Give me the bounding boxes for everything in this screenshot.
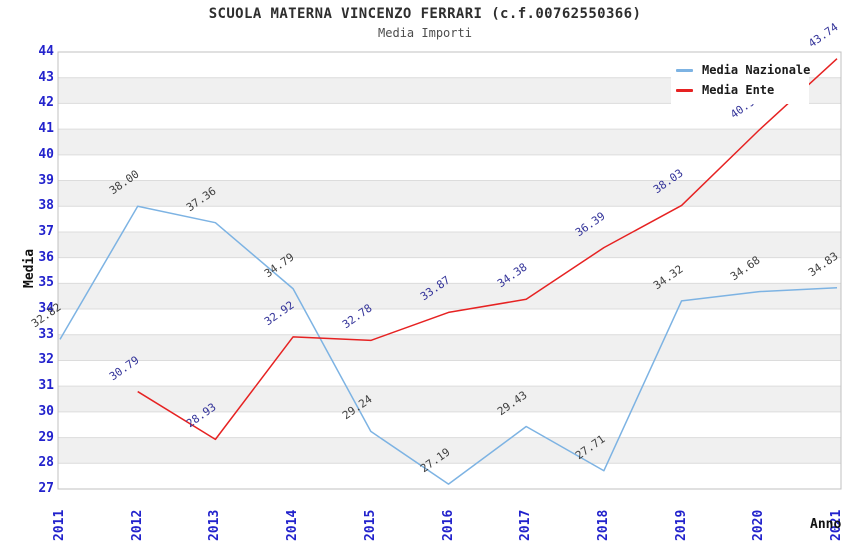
legend-label-media-ente: Media Ente	[702, 83, 775, 97]
grid-band	[58, 334, 841, 361]
x-tick-label: 2014	[285, 509, 301, 541]
x-tick-label: 2016	[440, 509, 456, 541]
y-tick-label: 27	[38, 481, 54, 496]
y-tick-label: 44	[38, 44, 54, 59]
grid-band	[58, 437, 841, 464]
y-tick-label: 28	[38, 455, 54, 471]
grid-band	[58, 129, 841, 155]
x-tick-label: 2011	[52, 509, 67, 541]
y-tick-label: 42	[38, 95, 54, 111]
plot-border	[57, 51, 842, 490]
x-tick-label: 2015	[362, 509, 378, 541]
y-tick-label: 29	[38, 429, 54, 445]
x-tick-label: 2020	[751, 509, 767, 541]
y-tick-label: 38	[38, 198, 54, 214]
y-tick-label: 32	[38, 352, 54, 368]
y-tick-label: 43	[38, 69, 54, 85]
y-tick-label: 31	[38, 378, 54, 394]
y-tick-label: 39	[38, 172, 54, 188]
legend-label-media-nazionale: Media Nazionale	[702, 63, 811, 77]
series-line-0	[59, 205, 838, 485]
y-tick-label: 40	[38, 146, 54, 162]
y-axis-title: Media	[22, 248, 37, 288]
grid-band	[58, 231, 841, 258]
grid-band	[58, 386, 841, 412]
chart-title: SCUOLA MATERNA VINCENZO FERRARI (c.f.007…	[208, 6, 642, 22]
x-axis-title: Anno	[810, 517, 842, 532]
x-tick-label: 2018	[595, 509, 611, 541]
grid-band	[58, 283, 841, 310]
x-tick-label: 2012	[129, 509, 145, 541]
legend-swatch-media-ente-icon	[676, 88, 693, 92]
y-tick-label: 34	[38, 301, 54, 317]
legend-item-media-ente: Media Ente	[676, 80, 809, 100]
legend-swatch-media-nazionale-icon	[676, 68, 693, 72]
y-tick-label: 33	[38, 326, 54, 342]
x-tick-label: 2013	[207, 509, 223, 541]
legend: Media Nazionale Media Ente	[671, 53, 811, 104]
chart-subtitle: Media Importi	[378, 26, 472, 40]
series-line-1	[137, 58, 838, 441]
legend-item-media-nazionale: Media Nazionale	[676, 60, 811, 80]
y-tick-label: 35	[38, 275, 54, 291]
y-tick-label: 41	[38, 121, 54, 137]
grid-band	[58, 180, 841, 207]
y-tick-label: 36	[38, 249, 54, 265]
y-tick-label: 37	[38, 223, 54, 239]
y-tick-label: 30	[38, 403, 54, 419]
x-tick-label: 2017	[518, 509, 534, 541]
x-tick-label: 2019	[673, 509, 689, 541]
